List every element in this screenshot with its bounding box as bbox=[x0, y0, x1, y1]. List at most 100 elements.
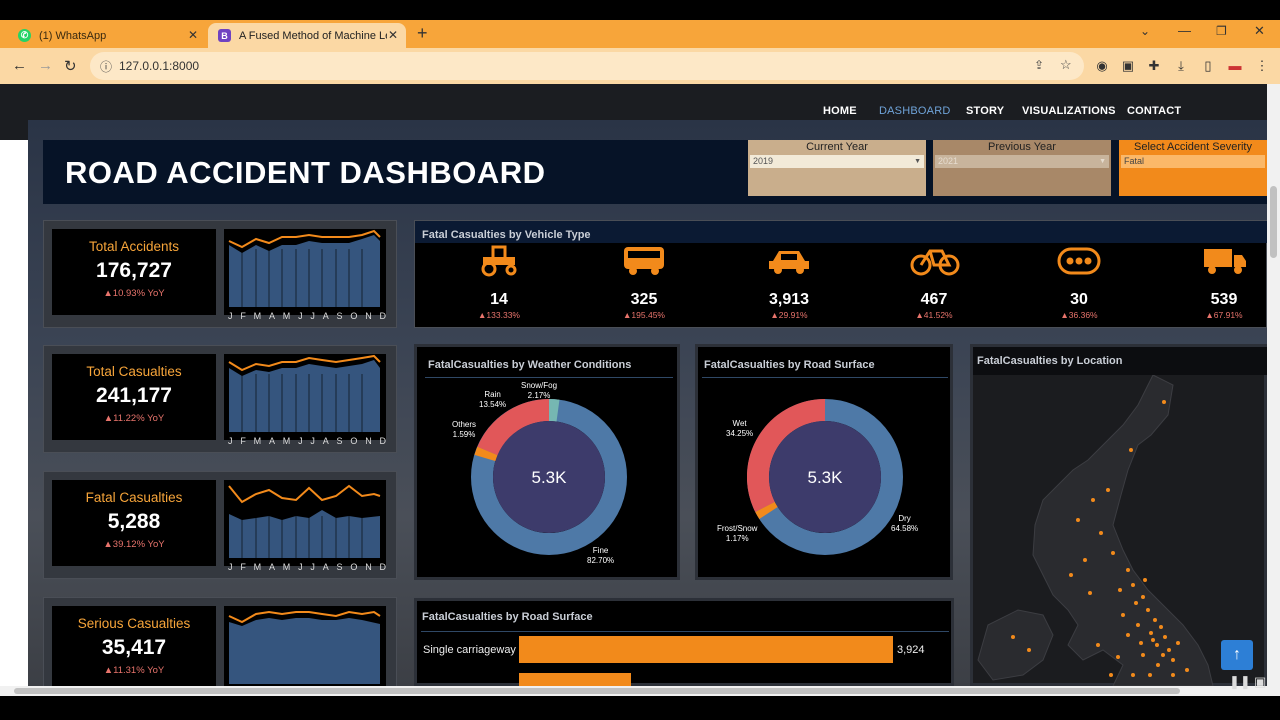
profile-icon[interactable]: ▬ bbox=[1228, 58, 1242, 73]
nav-visualizations[interactable]: VISUALIZATIONS bbox=[1022, 105, 1116, 117]
uk-accident-map[interactable] bbox=[973, 375, 1264, 686]
bicycle-icon bbox=[910, 249, 960, 276]
kpi-box: Total Casualties 241,177 ▲11.22% YoY bbox=[52, 354, 216, 440]
month-tick: A bbox=[322, 562, 329, 572]
kpi-value: 241,177 bbox=[96, 384, 172, 407]
new-tab-button[interactable]: + bbox=[417, 23, 428, 43]
bootstrap-icon: B bbox=[218, 29, 231, 42]
vehicle-pct: ▲133.33% bbox=[478, 310, 520, 320]
forward-icon[interactable]: → bbox=[38, 57, 53, 74]
location-panel: FatalCasualties by Location bbox=[970, 344, 1267, 686]
dropdown-arrow-icon: ▼ bbox=[914, 158, 921, 165]
donut-center-value: 5.3K bbox=[532, 468, 568, 487]
label-snow-fog: Snow/Fog 2.17% bbox=[521, 381, 557, 401]
minimize-icon[interactable]: — bbox=[1178, 23, 1191, 38]
close-window-icon[interactable]: ✕ bbox=[1254, 23, 1265, 38]
panda-extension-icon[interactable]: ◉ bbox=[1096, 58, 1108, 73]
month-tick: M bbox=[282, 436, 291, 446]
pause-icon[interactable]: ❚❚ bbox=[1229, 674, 1251, 689]
panel-title: FatalCasualties by Location bbox=[977, 355, 1123, 367]
bookmark-star-icon[interactable]: ☆ bbox=[1060, 57, 1072, 72]
vertical-scrollbar[interactable] bbox=[1267, 84, 1280, 686]
month-tick: F bbox=[240, 562, 246, 572]
tab-whatsapp[interactable]: ✆ (1) WhatsApp ✕ bbox=[8, 23, 206, 48]
scroll-to-top-button[interactable]: ↑ bbox=[1221, 640, 1253, 670]
scrollbar-thumb[interactable] bbox=[14, 688, 1180, 694]
kpi-box: Fatal Casualties 5,288 ▲39.12% YoY bbox=[52, 480, 216, 566]
current-year-filter[interactable]: Current Year 2019 ▼ bbox=[748, 140, 926, 196]
image-extension-icon[interactable]: ▣ bbox=[1121, 58, 1135, 73]
month-tick: A bbox=[268, 562, 275, 572]
month-tick: M bbox=[253, 562, 262, 572]
kpi-box: Total Accidents 176,727 ▲10.93% YoY bbox=[52, 229, 216, 315]
weather-conditions-panel: FatalCasualties by Weather Conditions 5.… bbox=[414, 344, 680, 580]
nav-story[interactable]: STORY bbox=[966, 105, 1005, 117]
tab-dashboard[interactable]: B A Fused Method of Machine Lea ✕ bbox=[208, 23, 406, 48]
road-type-panel: FatalCasualties by Road Surface Single c… bbox=[414, 598, 954, 686]
nav-contact[interactable]: CONTACT bbox=[1127, 105, 1182, 117]
info-icon[interactable]: ⓘ bbox=[100, 60, 113, 74]
label-rain: Rain 13.54% bbox=[479, 390, 506, 410]
previous-year-filter[interactable]: Previous Year 2021 ▼ bbox=[933, 140, 1111, 196]
kpi-value: 5,288 bbox=[107, 510, 161, 533]
menu-kebab-icon[interactable]: ⋮ bbox=[1255, 58, 1269, 73]
month-tick: J bbox=[310, 436, 315, 446]
close-tab-icon[interactable]: ✕ bbox=[387, 28, 398, 42]
kpi-value: 35,417 bbox=[101, 636, 167, 659]
nav-home[interactable]: HOME bbox=[823, 105, 857, 117]
month-tick: J bbox=[298, 311, 303, 321]
bar-single-carriageway[interactable] bbox=[519, 636, 893, 663]
extensions-puzzle-icon[interactable]: ✚ bbox=[1148, 58, 1160, 73]
vehicle-value: 467 bbox=[920, 291, 948, 308]
share-icon[interactable]: ⇪ bbox=[1034, 58, 1045, 72]
car-icon bbox=[769, 251, 809, 274]
dropdown-arrow-icon: ▼ bbox=[1099, 158, 1106, 165]
label-wet: Wet 34.25% bbox=[726, 419, 753, 439]
kpi-yoy: ▲11.31% YoY bbox=[103, 665, 165, 676]
picture-in-picture-icon[interactable]: ▣ bbox=[1254, 674, 1267, 689]
current-year-select[interactable]: 2019 ▼ bbox=[750, 155, 924, 168]
bar-value: 3,924 bbox=[897, 644, 925, 656]
url-text: 127.0.0.1:8000 bbox=[119, 59, 200, 73]
filter-label: Previous Year bbox=[988, 141, 1056, 153]
bar-label: Single carriageway bbox=[423, 644, 516, 656]
month-tick: S bbox=[336, 562, 343, 572]
month-tick: J bbox=[228, 311, 233, 321]
previous-year-select[interactable]: 2021 ▼ bbox=[935, 155, 1109, 168]
vehicle-pct: ▲29.91% bbox=[770, 310, 808, 320]
scrollbar-thumb[interactable] bbox=[1270, 186, 1277, 258]
back-icon[interactable]: ← bbox=[12, 57, 27, 74]
month-tick: O bbox=[350, 311, 358, 321]
close-tab-icon[interactable]: ✕ bbox=[187, 28, 198, 42]
divider bbox=[702, 377, 948, 378]
kpi-sparkline bbox=[224, 354, 386, 440]
select-value: Fatal bbox=[1124, 156, 1145, 166]
bar-next[interactable] bbox=[519, 673, 631, 686]
label-name: Frost/Snow bbox=[717, 524, 758, 533]
vehicle-pct: ▲195.45% bbox=[623, 310, 665, 320]
tab-search-icon[interactable]: ⌄ bbox=[1140, 24, 1151, 38]
nav-dashboard[interactable]: DASHBOARD bbox=[879, 105, 951, 117]
label-others: Others 1.59% bbox=[452, 420, 476, 440]
severity-select[interactable]: Fatal bbox=[1121, 155, 1265, 168]
reload-icon[interactable]: ↻ bbox=[64, 58, 77, 75]
vehicle-type-panel: Fatal Casualties by Vehicle Type 14 ▲133… bbox=[414, 220, 1267, 328]
filter-label: Current Year bbox=[806, 141, 868, 153]
side-panel-icon[interactable]: ▯ bbox=[1204, 58, 1212, 73]
kpi-value: 176,727 bbox=[96, 259, 172, 282]
horizontal-scrollbar[interactable] bbox=[0, 686, 1280, 696]
download-icon[interactable]: ⤓ bbox=[1178, 58, 1184, 73]
label-pct: 1.59% bbox=[452, 430, 476, 439]
kpi-sparkline bbox=[224, 229, 386, 315]
url-field[interactable]: ⓘ 127.0.0.1:8000 ⇪ ☆ bbox=[90, 52, 1084, 80]
vehicle-value: 30 bbox=[1070, 291, 1088, 308]
restore-icon[interactable]: ❐ bbox=[1216, 24, 1227, 38]
label-name: Others bbox=[452, 420, 477, 429]
severity-filter[interactable]: Select Accident Severity Fatal bbox=[1119, 140, 1267, 196]
vehicle-value: 14 bbox=[490, 291, 508, 308]
label-name: Rain bbox=[484, 390, 501, 399]
kpi-sparkline bbox=[224, 606, 386, 686]
